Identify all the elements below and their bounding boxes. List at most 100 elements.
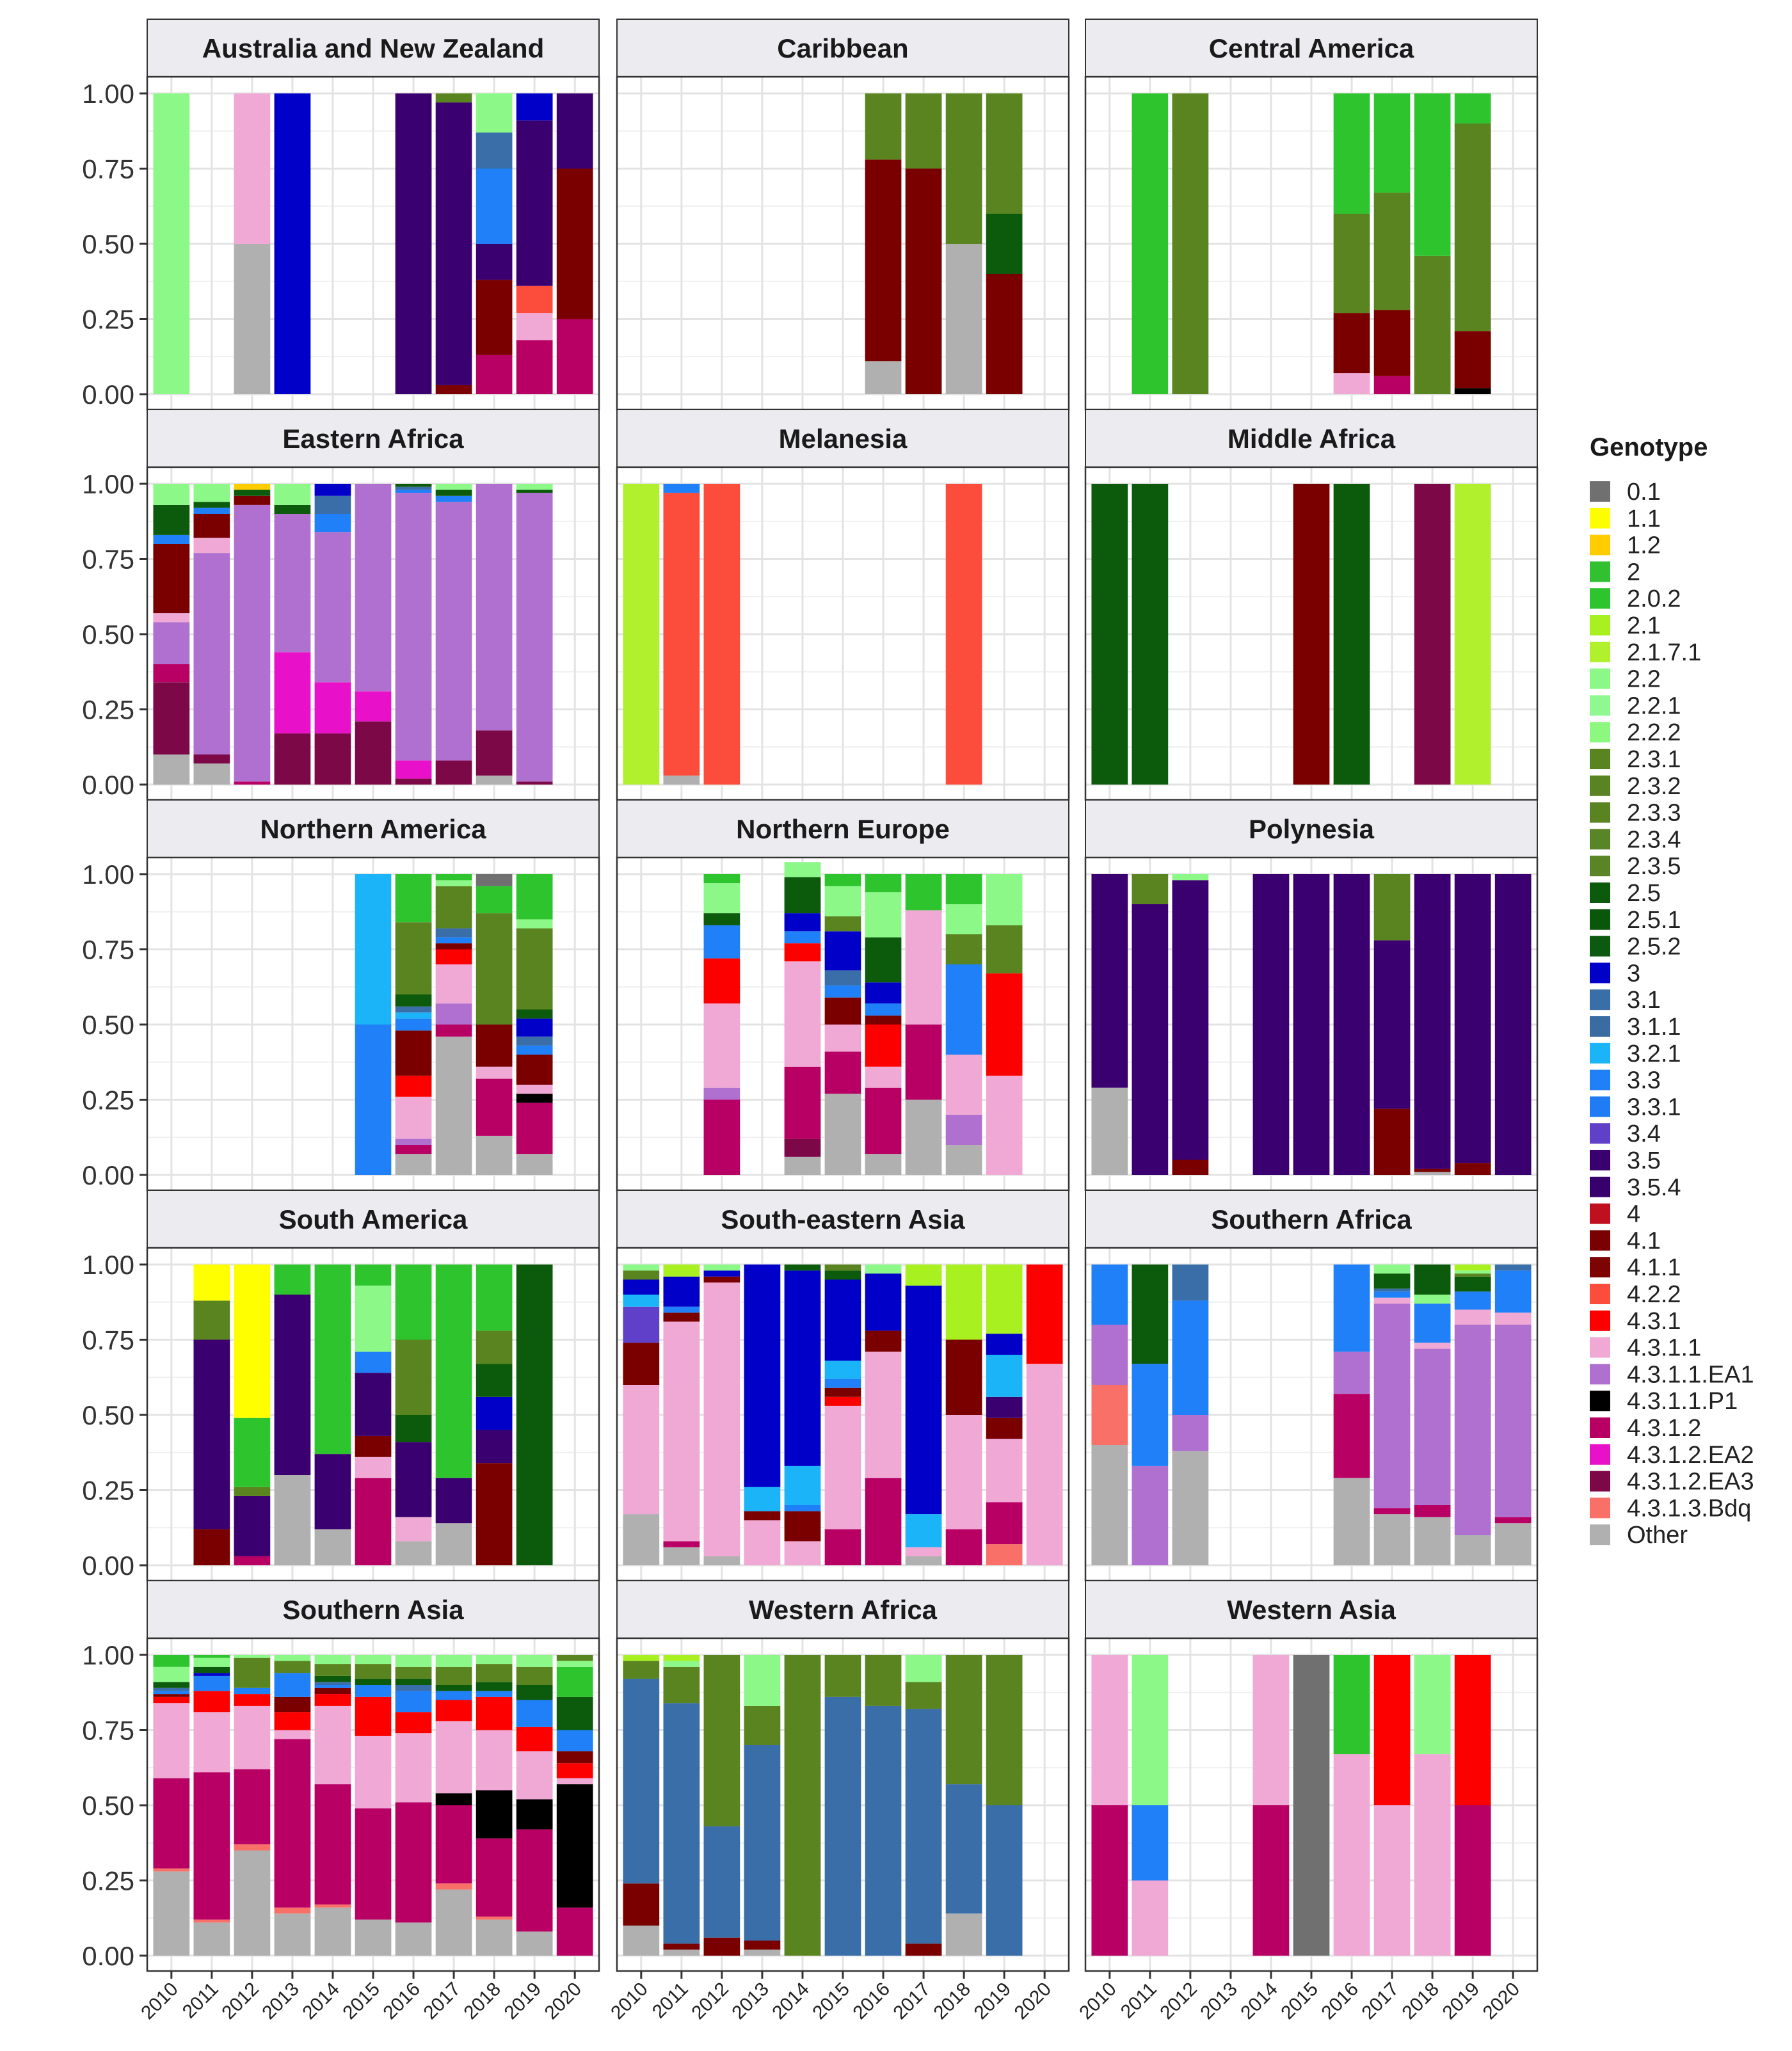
bar-segment-2016-3-1: [395, 486, 432, 490]
bar-segment-2012-3-3: [234, 1688, 271, 1695]
bar-segment-2019-4-3-1-1-ea1: [1454, 1325, 1491, 1535]
bar-segment-2019-4-3-1-2: [516, 1103, 553, 1154]
bar-segment-2013-3-1: [744, 1745, 781, 1941]
y-tick-label: 0.00: [82, 1551, 134, 1581]
bar-segment-2014-4-3-1-1: [1252, 1655, 1290, 1805]
bar-segment-2016-2-3-1: [395, 1666, 432, 1679]
bar-segment-2018-4-3-1-1-ea1: [1414, 1348, 1451, 1505]
bar-segment-2020-4-3-1-1-p1: [556, 1784, 593, 1908]
panel-caribbean: Caribbean: [616, 19, 1070, 411]
bar-segment-2016-4-3-1-1: [395, 1096, 432, 1139]
bar-segment-2015-other: [355, 1919, 392, 1956]
legend-label-2-3-2: 2.3.2: [1627, 773, 1681, 800]
panel-title: Northern America: [260, 814, 486, 844]
legend-label-3-1-1: 3.1.1: [1627, 1014, 1681, 1041]
bar-segment-2013-2-2: [274, 484, 311, 505]
bar-segment-2017-2-2: [905, 1655, 942, 1682]
bar-segment-2015-2-3-1: [824, 1265, 861, 1271]
panel-southern-asia: Southern Asia0.000.250.500.751.002010201…: [82, 1580, 600, 2023]
bar-segment-2016-3-1: [865, 1705, 902, 1956]
y-tick-label: 0.75: [82, 935, 134, 965]
bar-segment-2010-4-1: [153, 1694, 190, 1697]
panel-strip: [147, 799, 600, 858]
bar-segment-2013-3-2-1: [744, 1487, 781, 1512]
bar-segment-2016-3-5: [395, 93, 432, 394]
bar-segment-2012-2-2: [703, 1265, 740, 1271]
legend-key-3-4: [1590, 1123, 1610, 1144]
bar-segment-2019-4-1: [986, 274, 1023, 394]
panel-australia-and-new-zealand: Australia and New Zealand 0.00 0.25 0.50 0.7…: [82, 19, 600, 411]
bar-segment-2016-2-0-2: [395, 1265, 432, 1340]
legend-key-2-2: [1590, 668, 1610, 689]
legend-key-3-5: [1590, 1150, 1610, 1170]
bar-segment-2019-4-3-1-2: [516, 1829, 553, 1932]
bar-segment-2015-2-3-1: [824, 916, 861, 932]
panel-strip: [1085, 19, 1538, 77]
y-tick-label: 0.25: [82, 305, 134, 335]
panel-title: South-eastern Asia: [721, 1204, 965, 1234]
legend-label-4-3-1-3-bdq: 4.3.1.3.Bdq: [1627, 1495, 1751, 1522]
bar-segment-2018-2-2: [1414, 1655, 1451, 1755]
legend-label-2-1: 2.1: [1627, 612, 1661, 639]
bar-segment-2018-4-3-1-1-ea1: [476, 484, 513, 731]
panel-strip: [616, 409, 1069, 468]
panel-title: Western Africa: [749, 1595, 938, 1625]
bar-segment-2015-2-3-1: [824, 1655, 861, 1697]
bar-segment-2018-4-3-1-1: [945, 1415, 982, 1529]
bar-segment-2012-2-3-1: [234, 1657, 271, 1688]
bar-segment-2018-3-1: [945, 1784, 982, 1914]
panel-strip: [616, 1580, 1069, 1639]
bar-segment-2010-other: [623, 1514, 660, 1565]
bar-segment-2011-2-0-2: [193, 1655, 230, 1658]
bar-segment-2018-2-0-2: [945, 874, 982, 904]
bar-segment-2015-3-3: [824, 985, 861, 998]
bar-segment-2015-4-3-1-2: [824, 1051, 861, 1094]
bar-segment-2020-4-1: [556, 1751, 593, 1764]
bar-segment-2012-4-3-1-2: [234, 1769, 271, 1845]
bar-segment-2014-4-3-1-1: [784, 961, 821, 1067]
bar-segment-2019-4-3-1: [1454, 1655, 1491, 1805]
bar-segment-2016-2-2: [865, 892, 902, 938]
bar-segment-2019-2-3-1: [986, 925, 1023, 974]
bar-segment-2010-2-3-1: [623, 1270, 660, 1280]
bar-segment-2010-3-4: [623, 1306, 660, 1343]
bar-segment-2015-2-0-2: [355, 1265, 392, 1286]
bar-segment-2019-4-3-1: [516, 1727, 553, 1752]
bar-segment-2016-4-3-1-2: [395, 1802, 432, 1923]
bar-segment-2017-2-0-2: [1373, 93, 1411, 193]
bar-segment-2020-4-3-1-1: [1026, 1364, 1063, 1565]
bar-segment-2015-2-5: [824, 1270, 861, 1280]
bar-segment-2017-2-0-2: [905, 874, 942, 911]
bar-segment-2016-4-3-1-2: [1333, 1394, 1370, 1478]
bar-segment-2018-4-3-1-2-ea3: [1414, 484, 1451, 785]
bar-segment-2016-other: [1333, 1478, 1370, 1565]
bar-segment-2010-3-1: [623, 1679, 660, 1884]
bar-segment-2012-3-5: [234, 1496, 271, 1556]
bar-segment-2011-2-1: [663, 1265, 700, 1277]
bar-segment-2018-0-1: [476, 874, 513, 886]
bar-segment-2016-other: [395, 1154, 432, 1175]
bar-segment-2011-2-5: [1132, 484, 1169, 785]
bar-segment-2018-2-3-1: [476, 913, 513, 1025]
bar-segment-2017-3-3: [1373, 1291, 1411, 1298]
bar-segment-2015-3-3: [355, 1025, 392, 1175]
bar-segment-2016-4-1: [865, 1330, 902, 1352]
bar-segment-2015-4-3-1-2-ea3: [355, 721, 392, 785]
legend-label-1-2: 1.2: [1627, 532, 1661, 559]
bar-segment-2015-3-2-1: [355, 874, 392, 1025]
legend-label-4: 4: [1627, 1201, 1640, 1228]
legend-label-2-2-2: 2.2.2: [1627, 719, 1681, 746]
bar-segment-2015-4-3-1-2: [355, 1478, 392, 1565]
legend-key-4-3-1-2-ea3: [1590, 1471, 1610, 1492]
panel-middle-africa: Middle Africa: [1084, 409, 1539, 801]
panel-northern-america: Northern America 0.00 0.25 0.50 0.75 1.00: [82, 799, 600, 1192]
legend-key-2-5-2: [1590, 936, 1610, 957]
legend-label-2-3-5: 2.3.5: [1627, 853, 1681, 880]
bar-segment-2013-3: [744, 1265, 781, 1487]
bar-segment-2010-4-3-1-3-bdq: [153, 1868, 190, 1872]
y-tick-label: 0.00: [82, 770, 134, 800]
legend-key-2-5-1: [1590, 909, 1610, 930]
bar-segment-2011-4-3-1-1-ea1: [1132, 1465, 1169, 1565]
bar-segment-2015-3-5: [1293, 874, 1330, 1175]
panel-strip: [1085, 409, 1538, 468]
